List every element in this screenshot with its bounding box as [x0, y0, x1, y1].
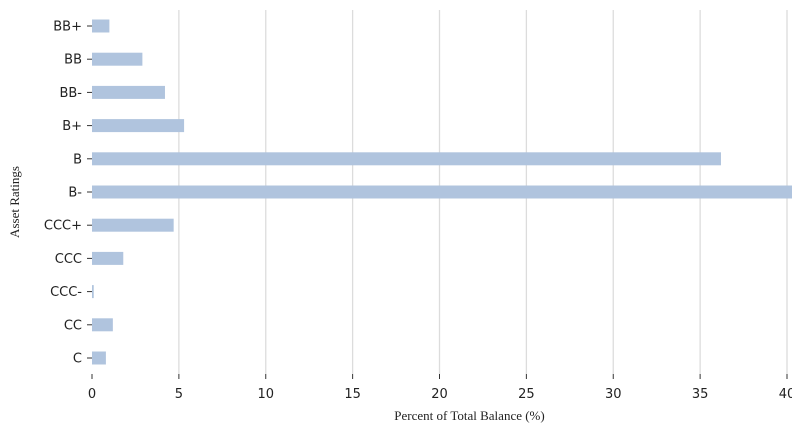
bar-B+	[92, 119, 185, 133]
bar-BB+	[92, 19, 110, 33]
y-tick-label-BB: BB	[64, 53, 82, 68]
x-tick-label-20: 20	[431, 387, 448, 402]
x-tick-label-10: 10	[257, 387, 274, 402]
bar-B-	[92, 185, 792, 199]
x-tick-label-30: 30	[605, 387, 622, 402]
y-axis-title: Asset Ratings	[7, 166, 22, 238]
x-axis-ticks: 0 5 10 15 20 25 30 35 40	[88, 374, 792, 402]
bar-CCC-	[92, 285, 94, 299]
y-tick-label-BB+: BB+	[53, 20, 82, 35]
y-tick-label-B: B	[73, 152, 82, 167]
x-tick-label-0: 0	[88, 387, 96, 402]
x-tick-label-5: 5	[175, 387, 183, 402]
y-tick-label-BB-: BB-	[59, 86, 82, 101]
bar-CCC	[92, 251, 124, 265]
y-tick-label-C: C	[73, 352, 82, 367]
bar-B	[92, 152, 721, 166]
y-tick-label-CC: CC	[64, 318, 82, 333]
bar-C	[92, 351, 106, 365]
bar-CC	[92, 318, 113, 332]
y-tick-label-CCC-: CCC-	[50, 285, 82, 300]
y-tick-label-CCC: CCC	[55, 252, 82, 267]
bar-CCC+	[92, 218, 174, 232]
x-tick-label-15: 15	[344, 387, 361, 402]
y-tick-label-CCC+: CCC+	[44, 219, 82, 234]
x-axis-title: Percent of Total Balance (%)	[394, 408, 544, 423]
bars	[92, 19, 792, 365]
x-tick-label-25: 25	[518, 387, 535, 402]
x-tick-label-35: 35	[692, 387, 709, 402]
bar-BB	[92, 52, 143, 66]
y-tick-label-B+: B+	[62, 119, 82, 134]
bar-BB-	[92, 85, 165, 99]
x-tick-label-40: 40	[779, 387, 792, 402]
y-tick-label-B-: B-	[68, 186, 82, 201]
